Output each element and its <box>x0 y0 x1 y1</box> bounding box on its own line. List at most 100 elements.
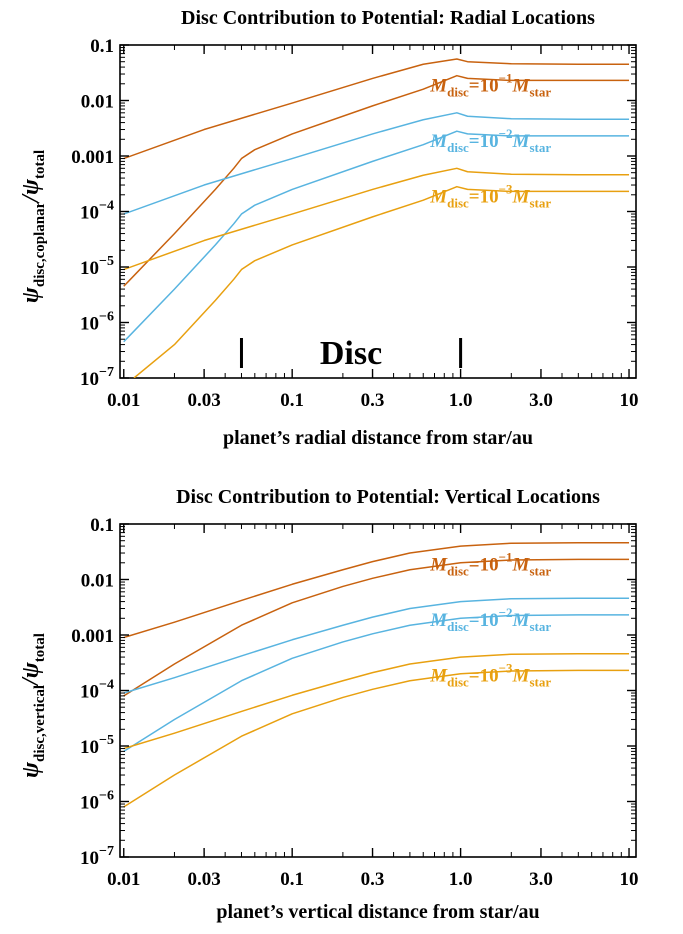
y-tick-base: 10 <box>80 314 99 335</box>
y-tick-label: 10−6 <box>80 789 114 814</box>
series-annotation-mdisc_1e-1: Mdisc=10−1Mstar <box>429 550 551 579</box>
series-line-mdisc_1e-2-3 <box>123 614 630 753</box>
disc-label: Disc <box>320 335 382 372</box>
y-tick-label: 0.001 <box>71 147 114 168</box>
y-label-den: /ψ <box>18 661 44 687</box>
y-tick-label: 10−4 <box>80 199 114 224</box>
y-tick-base: 10 <box>80 203 99 224</box>
ann-m: M <box>429 610 448 631</box>
x-axis-label: planet’s radial distance from star/au <box>223 427 533 449</box>
series-line-mdisc_1e-3-5 <box>133 185 630 378</box>
ann-exp: −3 <box>499 661 513 676</box>
series-annotation-mdisc_1e-1: Mdisc=10−1Mstar <box>429 71 551 100</box>
y-tick-base: 0.001 <box>71 147 114 168</box>
ann-mid: =10 <box>469 187 499 208</box>
ann-m: M <box>429 555 448 576</box>
y-tick-label: 10−5 <box>80 254 114 279</box>
plot-frame <box>119 523 637 858</box>
ann-mid: =10 <box>469 131 499 152</box>
ann-sub2: star <box>529 564 551 579</box>
ann-m2: M <box>512 187 531 208</box>
ann-exp: −1 <box>499 550 513 565</box>
ann-m: M <box>429 666 448 687</box>
ann-sub2: star <box>529 675 551 690</box>
y-tick-base: 0.1 <box>90 515 114 536</box>
y-tick-exp: −5 <box>99 733 114 748</box>
ann-m: M <box>429 187 448 208</box>
y-tick-base: 0.01 <box>81 92 114 113</box>
ann-m2: M <box>512 610 531 631</box>
series-line-mdisc_1e-2-3 <box>123 130 630 343</box>
ann-mid: =10 <box>469 555 499 576</box>
ann-sub2: star <box>529 85 551 100</box>
y-tick-base: 10 <box>80 369 99 390</box>
y-tick-exp: −5 <box>99 254 114 269</box>
series-line-mdisc_1e-3-5 <box>123 669 630 808</box>
series-line-mdisc_1e-3-4 <box>123 652 630 750</box>
series-annotation-mdisc_1e-3: Mdisc=10−3Mstar <box>429 182 551 211</box>
y-label-psi: ψ <box>18 761 44 778</box>
ann-m2: M <box>512 131 531 152</box>
y-axis-label: ψdisc,vertical/ψtotal <box>18 633 48 778</box>
x-tick-label: 0.3 <box>361 869 385 890</box>
y-tick-label: 10−4 <box>80 678 114 703</box>
y-tick-label: 10−5 <box>80 733 114 758</box>
series-line-mdisc_1e-1-1 <box>123 74 630 287</box>
ann-sub: disc <box>447 196 469 211</box>
ann-exp: −2 <box>499 605 513 620</box>
ann-mid: =10 <box>469 76 499 97</box>
y-tick-label: 0.1 <box>90 515 114 536</box>
chart-title: Disc Contribution to Potential: Vertical… <box>176 486 600 508</box>
y-tick-base: 0.01 <box>81 571 114 592</box>
y-tick-label: 10−7 <box>80 365 114 390</box>
series-annotation-mdisc_1e-3: Mdisc=10−3Mstar <box>429 661 551 690</box>
x-tick-label: 10 <box>620 390 639 411</box>
series-line-mdisc_1e-1-0 <box>123 58 630 160</box>
y-tick-label: 10−6 <box>80 310 114 335</box>
y-tick-label: 10−7 <box>80 844 114 869</box>
ann-m: M <box>429 131 448 152</box>
vertical-chart: Disc Contribution to Potential: Vertical… <box>18 486 639 923</box>
ann-exp: −1 <box>499 71 513 86</box>
chart-title: Disc Contribution to Potential: Radial L… <box>181 7 595 29</box>
ann-mid: =10 <box>469 610 499 631</box>
ann-sub: disc <box>447 675 469 690</box>
y-tick-exp: −6 <box>99 789 114 804</box>
y-tick-label: 0.1 <box>90 36 114 57</box>
y-tick-base: 10 <box>80 793 99 814</box>
y-tick-exp: −6 <box>99 310 114 325</box>
x-axis-label: planet’s vertical distance from star/au <box>216 901 539 923</box>
y-tick-exp: −4 <box>99 678 114 693</box>
series-group <box>123 58 630 378</box>
ann-sub2: star <box>529 196 551 211</box>
x-tick-label: 0.1 <box>280 869 304 890</box>
x-tick-label: 10 <box>620 869 639 890</box>
x-tick-label: 0.01 <box>107 390 140 411</box>
ann-m2: M <box>512 76 531 97</box>
ann-exp: −2 <box>499 126 513 141</box>
ann-sub: disc <box>447 564 469 579</box>
ann-m2: M <box>512 555 531 576</box>
x-tick-label: 1.0 <box>449 869 473 890</box>
ann-m2: M <box>512 666 531 687</box>
y-label-psi: ψ <box>18 286 44 303</box>
ann-sub: disc <box>447 85 469 100</box>
ann-sub2: star <box>529 140 551 155</box>
y-tick-label: 0.01 <box>81 571 114 592</box>
ann-mid: =10 <box>469 666 499 687</box>
ann-sub: disc <box>447 619 469 634</box>
y-axis-label: ψdisc,coplanar/ψtotal <box>18 150 48 303</box>
x-tick-label: 3.0 <box>529 390 553 411</box>
y-label-den: /ψ <box>18 178 44 204</box>
ann-m: M <box>429 76 448 97</box>
y-tick-base: 10 <box>80 737 99 758</box>
y-label-sub: disc,vertical <box>32 685 48 762</box>
y-label-den-sub: total <box>32 150 48 179</box>
series-line-mdisc_1e-1-1 <box>123 558 630 697</box>
plot-frame <box>119 44 637 379</box>
ann-sub2: star <box>529 619 551 634</box>
series-line-mdisc_1e-3-4 <box>123 167 630 271</box>
y-tick-exp: −7 <box>99 365 114 380</box>
series-annotation-mdisc_1e-2: Mdisc=10−2Mstar <box>429 126 551 155</box>
